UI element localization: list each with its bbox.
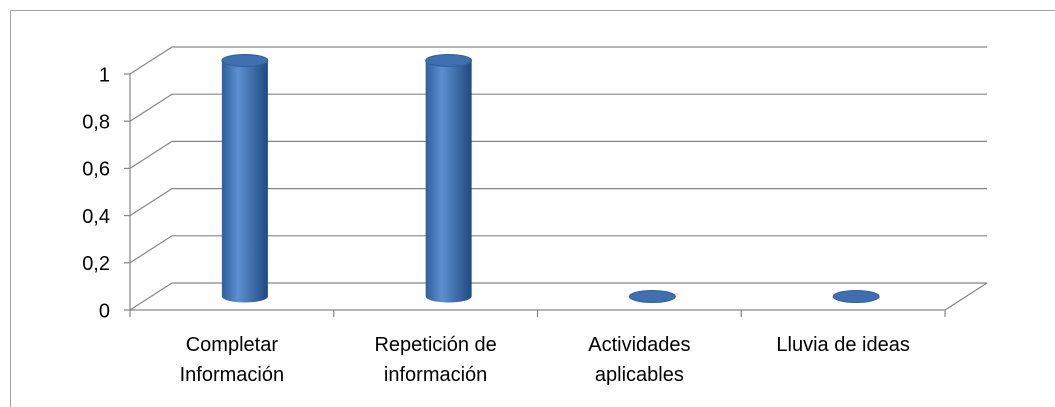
x-tick-label: Actividades aplicables	[588, 334, 691, 386]
grid-line	[129, 93, 987, 122]
bar-top	[832, 290, 880, 303]
bar-top	[425, 54, 473, 67]
y-tick-label: 0,4	[82, 206, 110, 228]
grid-line	[129, 235, 987, 264]
bar-body	[425, 60, 472, 303]
y-tick-label: 0,8	[82, 111, 110, 133]
grid-line	[129, 188, 987, 217]
bar	[221, 54, 269, 303]
y-tick-label: 0,6	[82, 159, 110, 181]
grid-line	[129, 140, 987, 169]
bar	[832, 290, 880, 303]
bar-body	[221, 60, 268, 303]
y-tick-label: 0,2	[82, 253, 110, 275]
bar	[425, 54, 473, 303]
grid-line	[129, 282, 987, 311]
y-tick-label: 1	[99, 64, 110, 86]
y-tick-label: 0	[99, 300, 110, 322]
grid-line	[129, 46, 987, 75]
bar-top	[628, 290, 676, 303]
bar	[628, 290, 676, 303]
x-tick-label: Lluvia de ideas	[776, 334, 910, 356]
bar-top	[221, 54, 269, 67]
x-tick-label: Completar Información	[179, 334, 285, 386]
x-tick-label: Repetición de información	[374, 334, 497, 386]
